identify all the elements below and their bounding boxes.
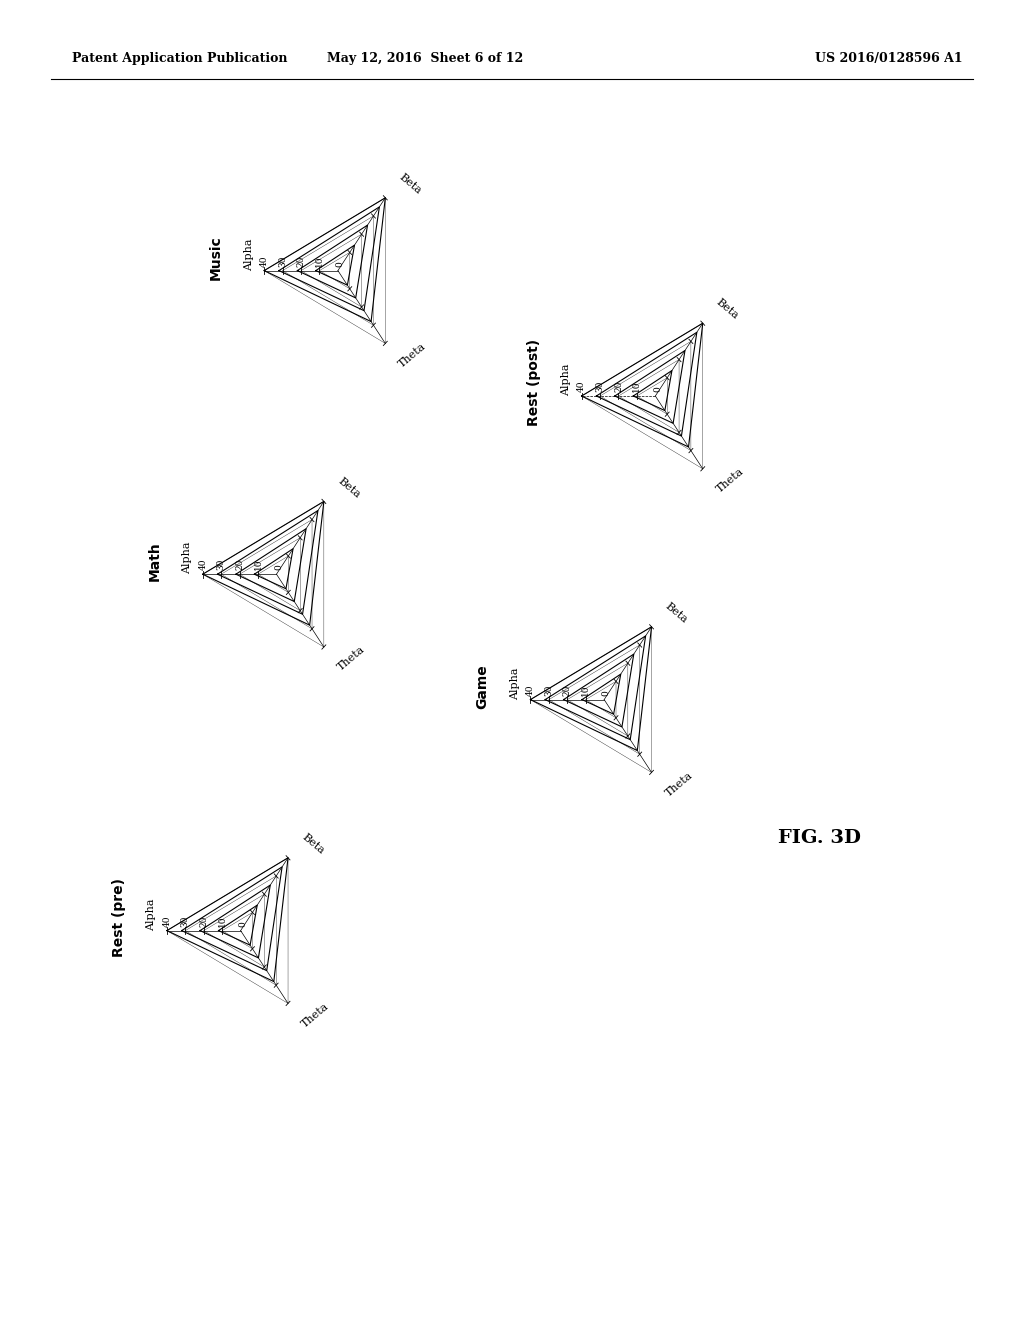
Text: Alpha: Alpha (561, 363, 571, 396)
Text: Game: Game (475, 664, 489, 709)
Text: Music: Music (209, 235, 223, 280)
Text: 40: 40 (526, 684, 535, 696)
Text: 0: 0 (274, 565, 283, 570)
Text: Beta: Beta (715, 297, 740, 322)
Text: 20: 20 (614, 380, 623, 392)
Text: Theta: Theta (336, 644, 367, 673)
Text: 10: 10 (582, 684, 590, 696)
Text: 0: 0 (653, 387, 662, 392)
Text: 10: 10 (218, 915, 226, 927)
Text: Theta: Theta (300, 1001, 331, 1030)
Text: Alpha: Alpha (244, 238, 254, 271)
Text: Alpha: Alpha (510, 667, 520, 700)
Text: Alpha: Alpha (146, 898, 157, 931)
Text: 40: 40 (163, 915, 171, 927)
Text: Theta: Theta (664, 770, 694, 799)
Text: 10: 10 (254, 558, 262, 570)
Text: 0: 0 (336, 261, 344, 267)
Text: 20: 20 (200, 915, 208, 927)
Text: Beta: Beta (300, 832, 326, 857)
Text: 30: 30 (545, 684, 553, 696)
Text: Rest (post): Rest (post) (526, 339, 541, 426)
Text: Math: Math (147, 541, 162, 581)
Text: May 12, 2016  Sheet 6 of 12: May 12, 2016 Sheet 6 of 12 (327, 51, 523, 65)
Text: 40: 40 (199, 558, 207, 570)
Text: Alpha: Alpha (182, 541, 193, 574)
Text: 10: 10 (633, 380, 641, 392)
Text: Beta: Beta (664, 601, 689, 626)
Text: 30: 30 (279, 255, 287, 267)
Text: Theta: Theta (715, 466, 745, 495)
Text: 0: 0 (602, 690, 610, 696)
Text: US 2016/0128596 A1: US 2016/0128596 A1 (815, 51, 963, 65)
Text: 30: 30 (596, 380, 604, 392)
Text: Beta: Beta (336, 475, 361, 500)
Text: Beta: Beta (397, 172, 423, 197)
Text: Theta: Theta (397, 341, 428, 370)
Text: 20: 20 (236, 558, 244, 570)
Text: Patent Application Publication: Patent Application Publication (72, 51, 287, 65)
Text: 20: 20 (563, 684, 571, 696)
Text: 10: 10 (315, 255, 324, 267)
Text: 40: 40 (260, 255, 268, 267)
Text: 30: 30 (181, 915, 189, 927)
Text: 40: 40 (578, 380, 586, 392)
Text: 30: 30 (217, 558, 225, 570)
Text: FIG. 3D: FIG. 3D (777, 829, 861, 847)
Text: 20: 20 (297, 255, 305, 267)
Text: 0: 0 (239, 921, 247, 927)
Text: Rest (pre): Rest (pre) (112, 878, 126, 957)
